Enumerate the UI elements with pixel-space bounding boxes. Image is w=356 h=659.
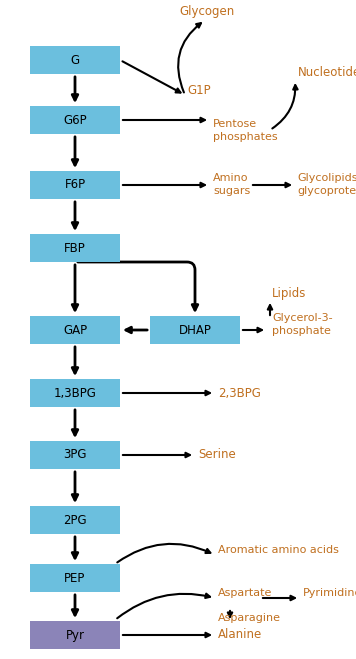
Text: FBP: FBP	[64, 241, 86, 254]
Text: phosphates: phosphates	[213, 132, 278, 142]
Text: Aromatic amino acids: Aromatic amino acids	[218, 545, 339, 555]
Text: Glycerol-3-: Glycerol-3-	[272, 313, 333, 323]
Text: Pentose: Pentose	[213, 119, 257, 129]
Text: Lipids: Lipids	[272, 287, 307, 299]
Text: G1P: G1P	[187, 84, 211, 96]
Text: G6P: G6P	[63, 113, 87, 127]
Text: Asparagine: Asparagine	[218, 613, 281, 623]
Text: 1,3BPG: 1,3BPG	[53, 386, 96, 399]
Text: Nucleotides: Nucleotides	[298, 67, 356, 80]
Bar	[30, 441, 120, 469]
Text: GAP: GAP	[63, 324, 87, 337]
Text: Glycolipids,: Glycolipids,	[297, 173, 356, 183]
Text: Glycogen: Glycogen	[179, 5, 235, 18]
Text: G: G	[70, 53, 79, 67]
Bar	[30, 106, 120, 134]
Text: Serine: Serine	[198, 449, 236, 461]
Bar	[30, 234, 120, 262]
Text: PEP: PEP	[64, 571, 86, 585]
Text: phosphate: phosphate	[272, 326, 331, 336]
Bar	[30, 621, 120, 649]
Bar	[150, 316, 240, 344]
Text: 3PG: 3PG	[63, 449, 87, 461]
Bar	[30, 379, 120, 407]
Text: Alanine: Alanine	[218, 629, 262, 641]
Text: 2PG: 2PG	[63, 513, 87, 527]
Bar	[30, 316, 120, 344]
Text: DHAP: DHAP	[179, 324, 211, 337]
Text: Pyrimidines: Pyrimidines	[303, 588, 356, 598]
Text: sugars: sugars	[213, 186, 250, 196]
Text: Pyr: Pyr	[66, 629, 84, 641]
Bar	[30, 564, 120, 592]
Bar	[30, 46, 120, 74]
Text: Amino: Amino	[213, 173, 248, 183]
Text: Aspartate: Aspartate	[218, 588, 272, 598]
Bar	[30, 171, 120, 199]
Bar	[30, 506, 120, 534]
Text: 2,3BPG: 2,3BPG	[218, 386, 261, 399]
Text: glycoproteins: glycoproteins	[297, 186, 356, 196]
Text: F6P: F6P	[64, 179, 85, 192]
